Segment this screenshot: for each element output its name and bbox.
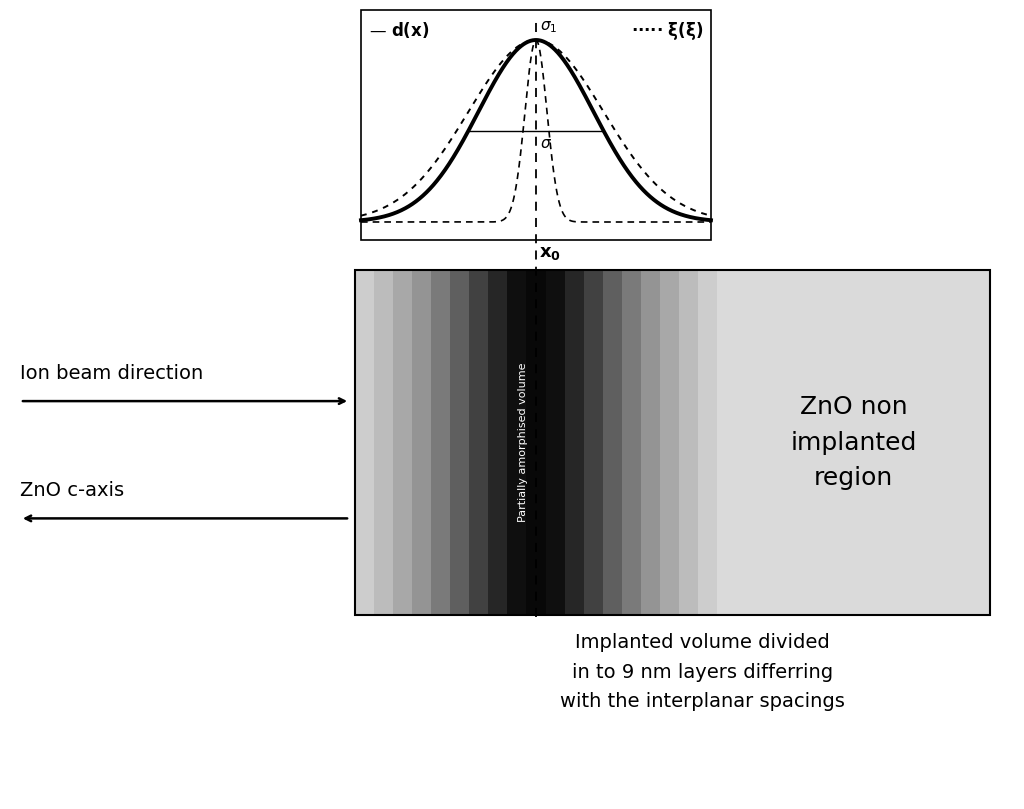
Text: $\mathbf{x_0}$: $\mathbf{x_0}$ — [539, 244, 561, 262]
Text: Partially amorphised volume: Partially amorphised volume — [518, 362, 527, 523]
Bar — [564, 270, 584, 615]
Bar — [622, 270, 641, 615]
Text: Ion beam direction: Ion beam direction — [20, 364, 203, 383]
Text: $\mathbf{— \ d(x)}$: $\mathbf{— \ d(x)}$ — [369, 20, 429, 40]
Bar — [412, 270, 431, 615]
Bar — [355, 270, 990, 615]
Bar — [355, 270, 374, 615]
Bar — [526, 270, 546, 615]
Bar — [488, 270, 508, 615]
Bar — [698, 270, 717, 615]
Bar — [659, 270, 679, 615]
Bar — [508, 270, 526, 615]
Text: ZnO c-axis: ZnO c-axis — [20, 481, 124, 501]
Bar — [374, 270, 393, 615]
Bar — [584, 270, 603, 615]
Bar — [361, 10, 711, 240]
Text: $\sigma$: $\sigma$ — [540, 136, 552, 151]
Bar — [451, 270, 469, 615]
Bar — [603, 270, 622, 615]
Text: $\mathbf{·····\ \xi(\xi)}$: $\mathbf{·····\ \xi(\xi)}$ — [631, 20, 702, 42]
Text: Implanted volume divided
in to 9 nm layers differring
with the interplanar spaci: Implanted volume divided in to 9 nm laye… — [560, 633, 845, 711]
Bar — [546, 270, 564, 615]
Bar — [679, 270, 698, 615]
Text: $\sigma_1$: $\sigma_1$ — [540, 19, 557, 35]
Bar — [393, 270, 412, 615]
Text: ZnO non
implanted
region: ZnO non implanted region — [791, 395, 916, 490]
Bar — [641, 270, 659, 615]
Bar — [469, 270, 488, 615]
Bar — [431, 270, 451, 615]
Bar — [717, 270, 990, 615]
